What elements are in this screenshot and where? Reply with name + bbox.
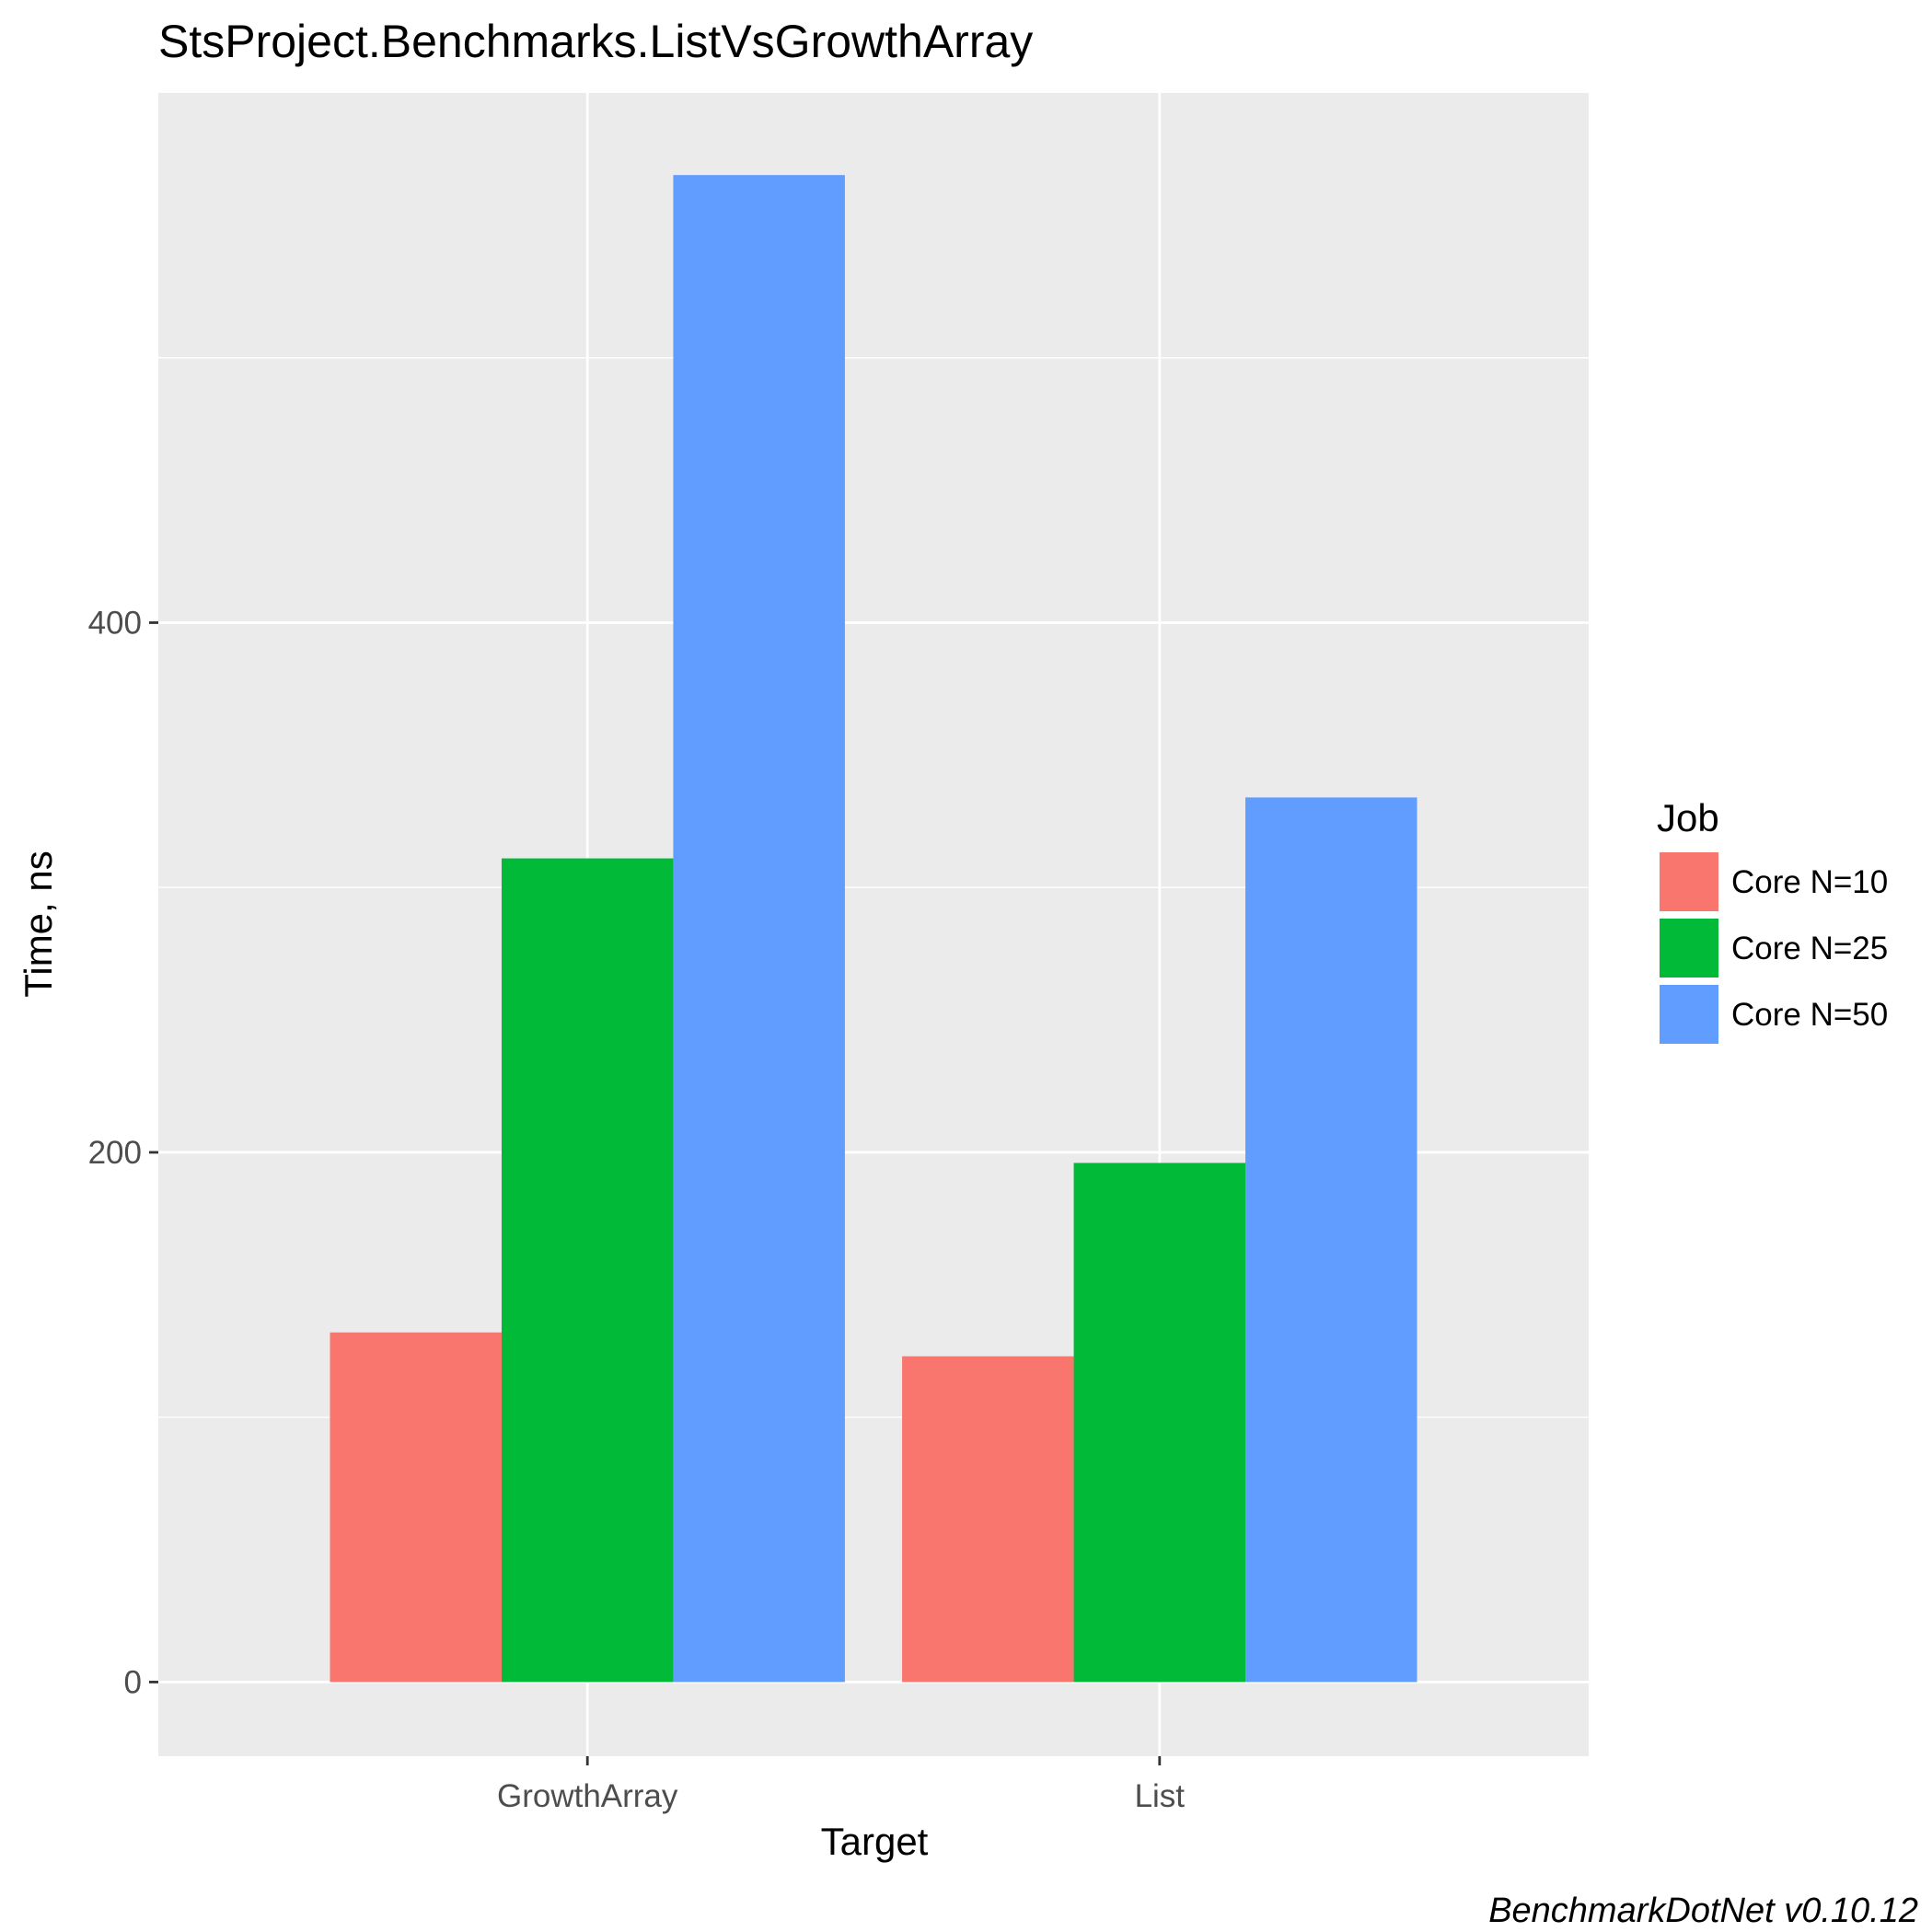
- y-axis-title: Time, ns: [17, 850, 60, 997]
- bar: [902, 1356, 1074, 1683]
- legend: Job Core N=10 Core N=25 Core N=50: [1657, 796, 1888, 1046]
- legend-key: [1658, 983, 1720, 1046]
- bar: [501, 858, 674, 1683]
- bar: [330, 1332, 502, 1683]
- chart-title: StsProject.Benchmarks.ListVsGrowthArray: [158, 16, 1033, 67]
- x-tick-label: List: [1135, 1778, 1186, 1814]
- legend-key: [1658, 917, 1720, 979]
- y-tick-label: 0: [124, 1664, 142, 1700]
- bar: [1073, 1163, 1246, 1683]
- x-axis-title: Target: [821, 1820, 929, 1863]
- legend-label: Core N=50: [1731, 997, 1888, 1033]
- y-tick-label: 200: [88, 1135, 142, 1171]
- legend-key: [1658, 850, 1720, 913]
- legend-label: Core N=25: [1731, 931, 1888, 966]
- x-tick-label: GrowthArray: [497, 1778, 678, 1814]
- bar: [673, 175, 845, 1683]
- bar: [1245, 797, 1417, 1683]
- x-axis: GrowthArray List: [497, 1756, 1185, 1814]
- legend-title: Job: [1657, 796, 1719, 839]
- y-axis: 0 200 400: [88, 605, 158, 1700]
- caption: BenchmarkDotNet v0.10.12: [1488, 1892, 1918, 1930]
- y-tick-label: 400: [88, 605, 142, 641]
- legend-label: Core N=10: [1731, 864, 1888, 900]
- bars: [330, 175, 1417, 1683]
